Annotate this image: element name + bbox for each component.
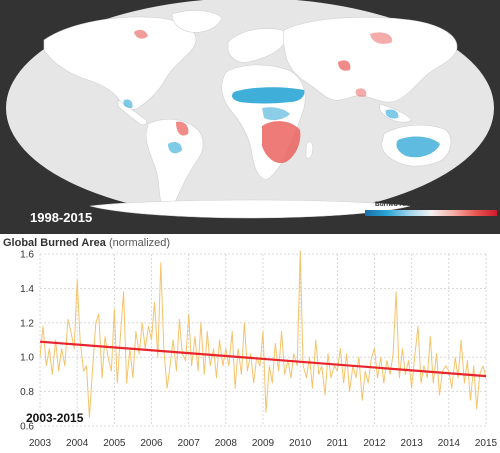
siberia-increase [370, 32, 393, 44]
legend-tick: 0.25 [443, 217, 456, 223]
series-layer [39, 250, 487, 418]
x-tick-label: 2008 [215, 438, 238, 449]
y-tick-label: 0.8 [20, 387, 34, 398]
central-america-decrease [123, 99, 133, 108]
x-tick-label: 2003 [29, 438, 52, 449]
trend-line [39, 340, 487, 378]
europe [227, 28, 287, 63]
legend-tick: 2.5 [488, 217, 497, 223]
south-america-decrease [168, 142, 182, 154]
asia [282, 16, 458, 103]
chart-title-sub: (normalized) [108, 237, 171, 249]
legend-unit: (% per year) [435, 201, 471, 208]
y-tick-labels: 0.6 0.8 1.0 1.2 1.4 1.6 [20, 250, 34, 433]
x-tick-label: 2011 [327, 438, 349, 449]
chart-period-label: 2003-2015 [26, 411, 84, 425]
x-tick-label: 2006 [140, 438, 163, 449]
india-increase [355, 88, 367, 97]
greenland [171, 10, 223, 33]
y-tick-label: 1.6 [20, 250, 34, 261]
x-tick-label: 2015 [475, 438, 498, 449]
legend-tick: 0.5 [462, 217, 471, 223]
legend-tick: 1 [478, 217, 482, 223]
x-tick-label: 2004 [66, 438, 89, 449]
chart-title-main: Global Burned Area [3, 237, 106, 249]
legend-title-main: Burned Area Trend [375, 201, 434, 208]
north-america [43, 16, 197, 110]
x-tick-label: 2007 [178, 438, 201, 449]
trend-patches [123, 29, 440, 164]
burned-area-line-chart: 0.60.81.01.21.41.6 2003 2004 2005 2006 2007 2… [20, 250, 498, 449]
southern-africa-increase [262, 121, 301, 164]
map-legend: Burned Area Trend (% per year) -2.5 -1 -0.… [365, 201, 497, 223]
sahel-decrease-band [232, 87, 305, 104]
legend-title: Burned Area Trend (% per year) [365, 201, 497, 208]
y-tick-label: 1.2 [20, 318, 34, 329]
antarctica [89, 199, 411, 219]
central-asia-increase [338, 60, 351, 71]
north-america-increase [134, 29, 148, 39]
x-tick-label: 2005 [103, 438, 126, 449]
legend-tick: -2.5 [365, 217, 376, 223]
australia-decrease [396, 136, 440, 158]
x-tick-label: 2013 [401, 438, 424, 449]
burned-area-trend-map: 1998-2015 Burned Area Trend (% per year)… [0, 0, 500, 234]
world-map [6, 0, 494, 219]
legend-tick: 0 [433, 217, 437, 223]
chart-title: Global Burned Area (normalized) [3, 237, 170, 249]
y-tick-label: 0.6 [20, 422, 34, 433]
legend-color-bar [365, 210, 497, 216]
central-africa-decrease [262, 107, 290, 121]
burned-area-series-line [39, 250, 487, 418]
legend-tick: -1 [382, 217, 388, 223]
southeast-asia-decrease [385, 109, 399, 119]
x-tick-label: 2014 [438, 438, 461, 449]
map-period-label: 1998-2015 [30, 210, 93, 225]
south-america [145, 118, 204, 211]
x-tick-label: 2010 [289, 438, 312, 449]
legend-tick: -0.5 [394, 217, 406, 223]
legend-ticks: -2.5 -1 -0.5 -0.25 0 0.25 0.5 1 2.5 [365, 217, 497, 223]
x-tick-label: 2009 [252, 438, 275, 449]
madagascar [305, 141, 314, 159]
legend-tick: -0.25 [412, 217, 427, 223]
x-tick-labels: 2003 2004 2005 2006 2007 2008 2009 2010 2011 2012… [29, 438, 498, 449]
x-tick-label: 2012 [363, 438, 386, 449]
y-tick-label: 1.4 [20, 284, 34, 295]
south-america-increase [176, 121, 189, 136]
y-tick-label: 1.0 [20, 353, 34, 364]
